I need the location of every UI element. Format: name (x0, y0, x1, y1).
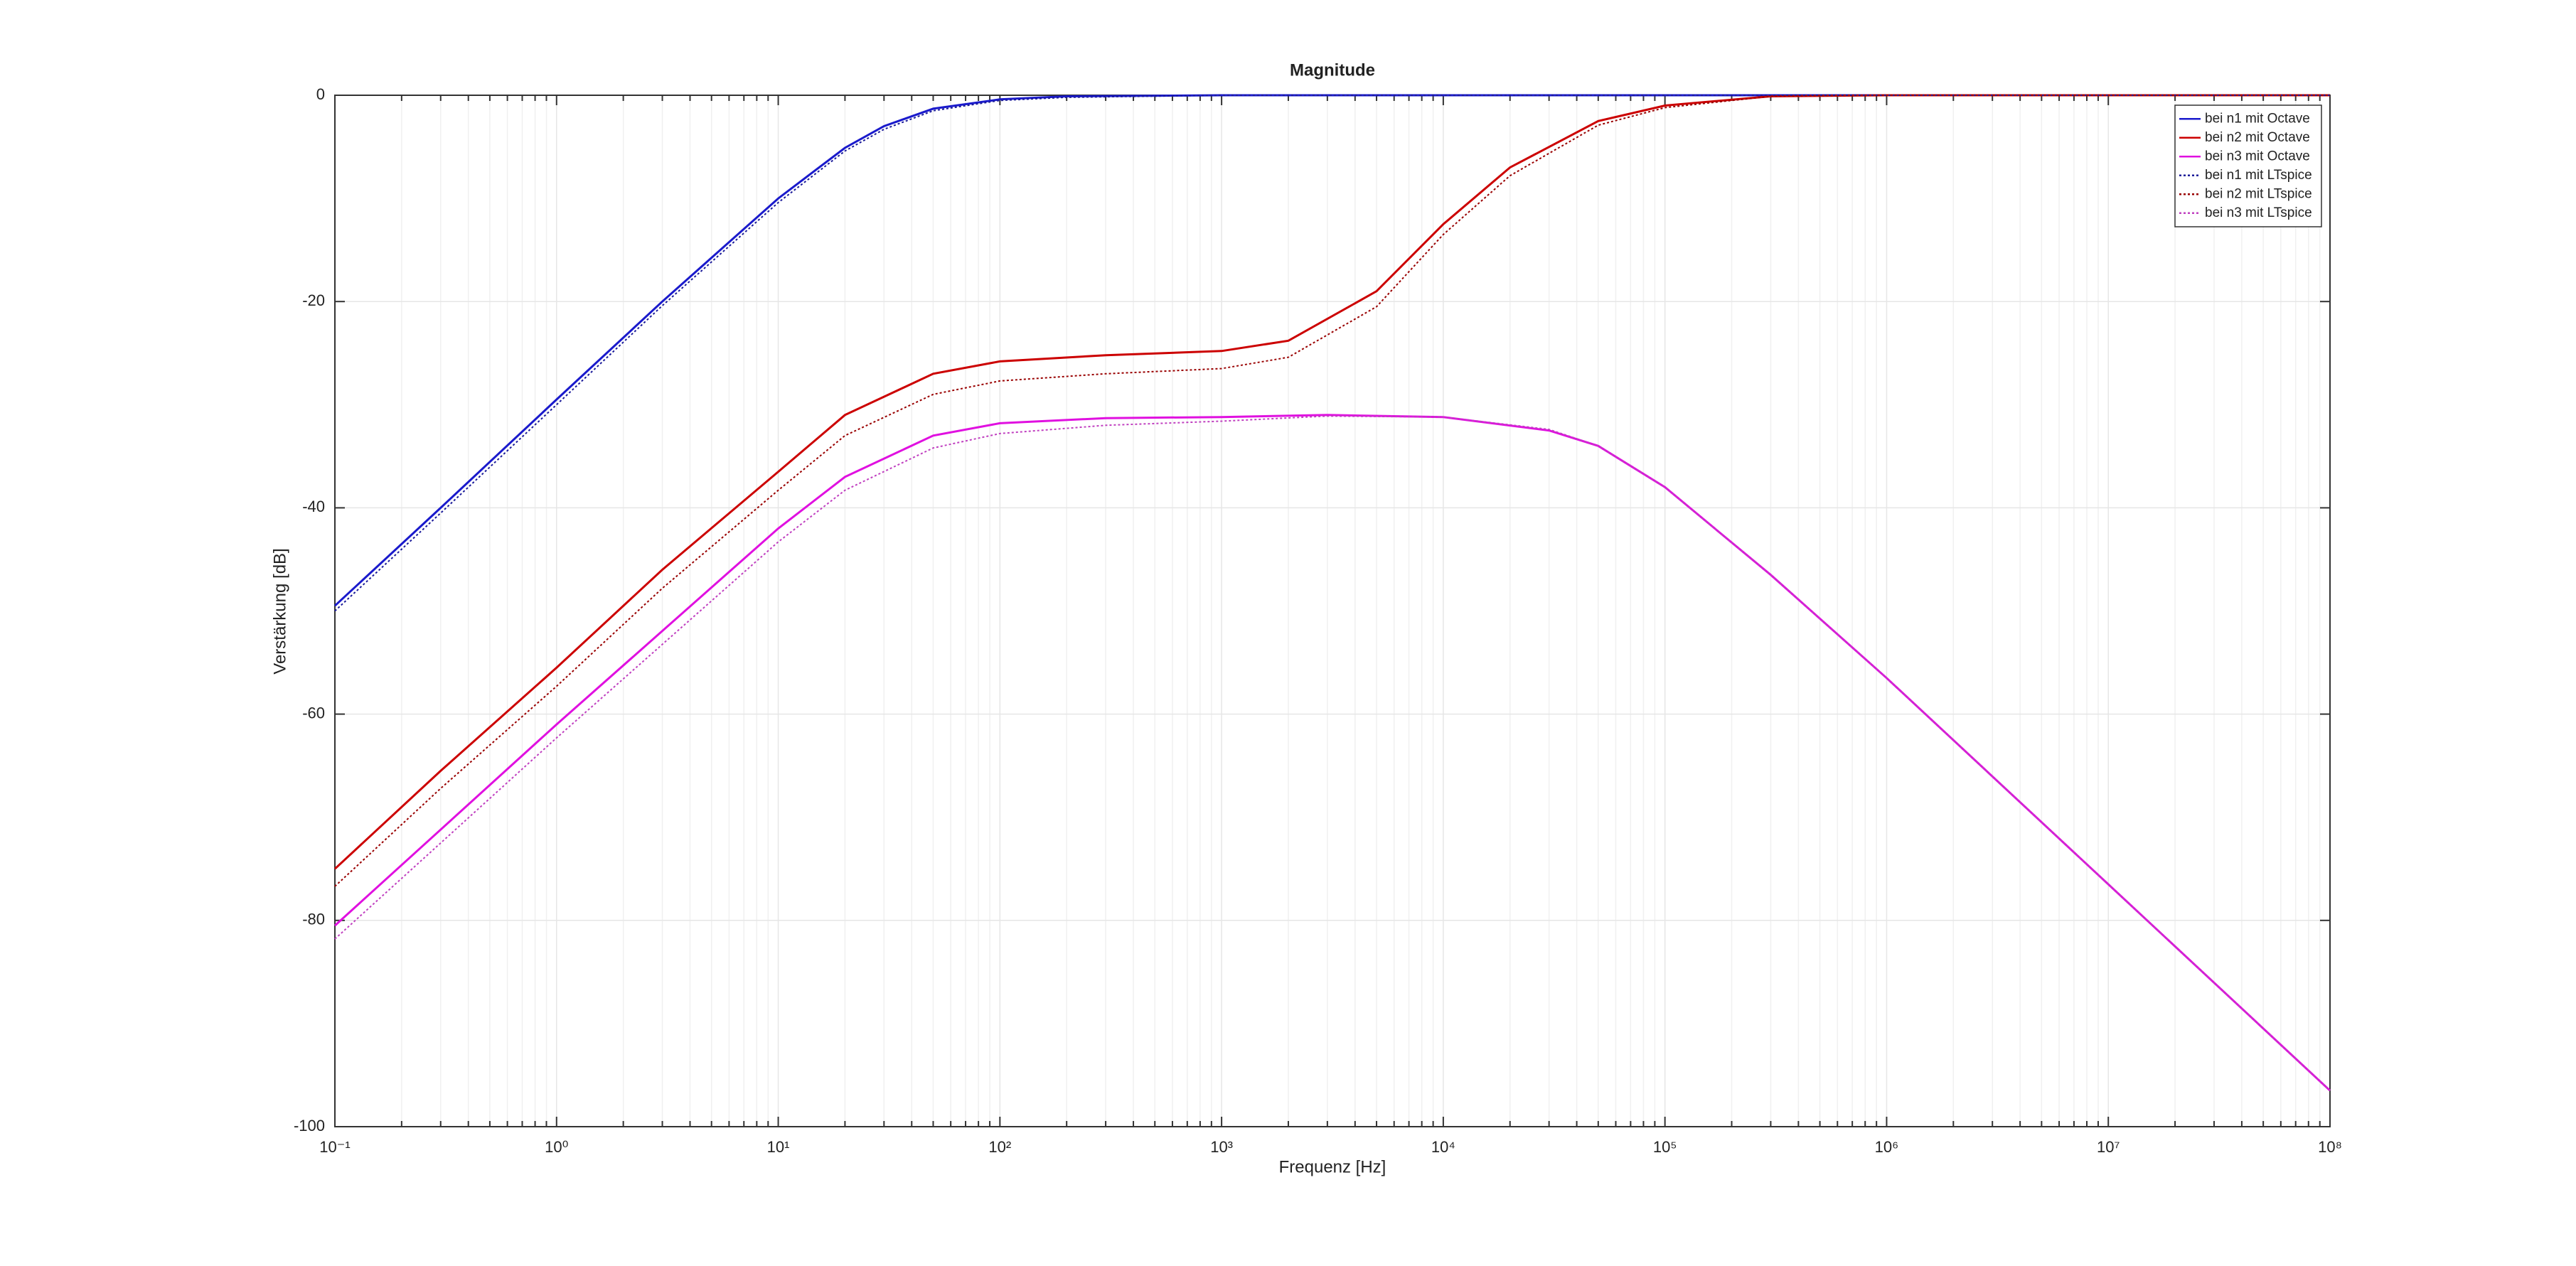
y-axis-label: Verstärkung [dB] (270, 548, 289, 674)
x-tick-label: 10² (988, 1138, 1011, 1156)
legend-label: bei n3 mit Octave (2205, 149, 2310, 163)
y-tick-label: -100 (294, 1117, 325, 1134)
legend-label: bei n3 mit LTspice (2205, 205, 2312, 220)
x-tick-label: 10⁶ (1875, 1138, 1899, 1156)
series-line (333, 94, 2330, 607)
x-tick-label: 10⁸ (2318, 1138, 2342, 1156)
x-tick-label: 10¹ (767, 1138, 790, 1156)
legend-label: bei n2 mit Octave (2205, 130, 2310, 145)
series-line (334, 95, 2330, 612)
y-tick-label: 0 (316, 85, 325, 103)
x-tick-label: 10⁴ (1431, 1138, 1455, 1156)
y-tick-label: -40 (302, 498, 325, 515)
legend-label: bei n1 mit Octave (2205, 111, 2310, 126)
x-tick-label: 10⁷ (2097, 1138, 2120, 1156)
y-tick-label: -80 (302, 911, 325, 928)
x-tick-label: 10⁻¹ (319, 1138, 350, 1156)
series-line (333, 94, 2330, 870)
x-tick-label: 10⁰ (545, 1138, 568, 1156)
legend-box (2174, 104, 2322, 227)
series-line (334, 95, 2330, 887)
chart-title: Magnitude (1290, 60, 1375, 80)
series-line (334, 415, 2331, 1091)
legend-label: bei n2 mit LTspice (2205, 186, 2312, 201)
x-tick-label: 10⁵ (1653, 1138, 1677, 1156)
x-axis-label: Frequenz [Hz] (1279, 1157, 1386, 1176)
y-tick-label: -60 (302, 704, 325, 721)
x-tick-label: 10³ (1210, 1138, 1233, 1156)
legend-label: bei n1 mit LTspice (2205, 168, 2312, 183)
y-tick-label: -20 (302, 291, 325, 309)
